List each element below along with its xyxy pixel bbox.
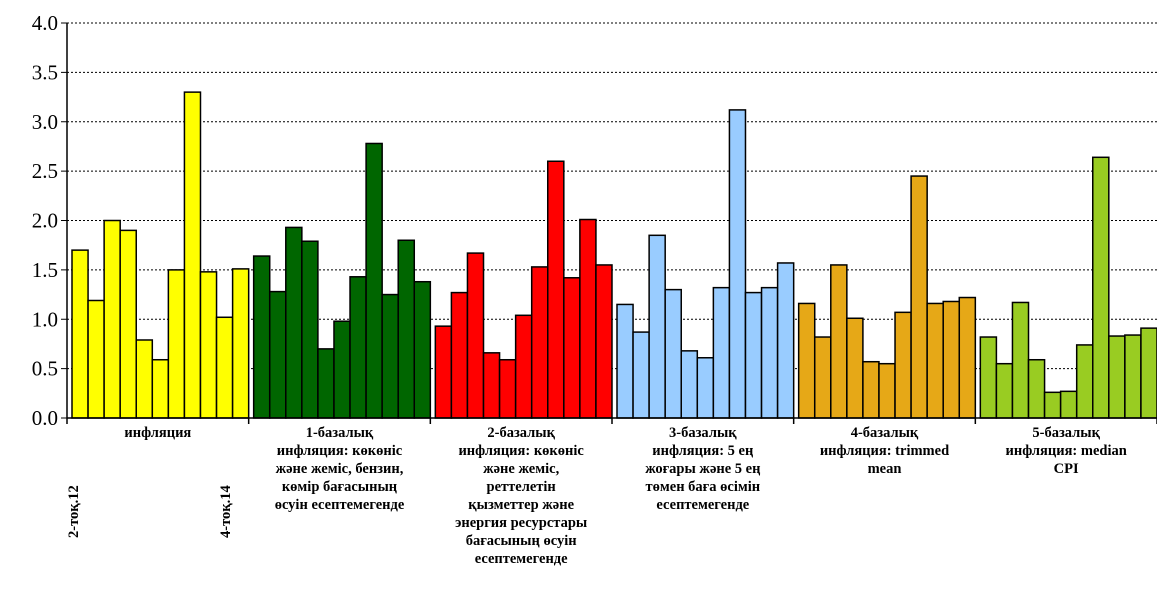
bar — [797, 302, 816, 419]
bar — [381, 293, 399, 419]
bar — [648, 234, 666, 419]
bar — [215, 316, 234, 419]
bar — [1043, 391, 1062, 419]
group-label: 4-базалық инфляция: trimmed mean — [819, 425, 950, 477]
bar — [1075, 344, 1094, 419]
bar — [632, 331, 650, 419]
bar — [712, 286, 731, 419]
bar — [317, 348, 335, 419]
y-tick-label: 2.0 — [32, 209, 58, 233]
y-tick-label: 1.0 — [32, 307, 58, 331]
bar — [183, 91, 202, 419]
bar — [119, 229, 137, 419]
bar — [910, 175, 928, 419]
bar — [466, 252, 485, 419]
bar — [595, 264, 613, 419]
bar — [862, 360, 880, 419]
bar — [151, 358, 170, 419]
bar — [1092, 156, 1110, 419]
group-label: 1-базалық инфляция: көкөніс және жеміс, … — [274, 425, 405, 513]
bar — [413, 280, 432, 419]
bar — [616, 303, 634, 419]
bar — [498, 358, 517, 419]
bar — [579, 218, 597, 419]
bar — [365, 142, 383, 419]
y-tick-label: 2.5 — [32, 159, 58, 183]
y-tick-label: 0.5 — [32, 357, 58, 381]
bar — [167, 269, 186, 419]
bar — [1059, 390, 1078, 419]
y-tick-label: 1.5 — [32, 258, 58, 282]
bar — [878, 362, 896, 419]
bar — [547, 160, 565, 419]
bar — [199, 271, 218, 419]
bar — [926, 302, 944, 419]
bar — [103, 219, 121, 419]
bar — [664, 288, 682, 419]
bar — [231, 268, 250, 419]
bar — [680, 350, 699, 419]
group-label: инфляция — [124, 425, 192, 441]
bar — [958, 296, 977, 419]
bar — [1011, 301, 1030, 419]
bar — [285, 226, 303, 419]
bar — [514, 314, 533, 419]
bar — [71, 249, 89, 419]
bar — [434, 325, 453, 419]
group-label: 2-базалық инфляция: көкөніс және жеміс, … — [455, 425, 588, 567]
rotated-date-label: 4-тоқ.14 — [218, 485, 234, 538]
bar — [830, 264, 848, 419]
bar — [776, 262, 795, 419]
y-tick-label: 4.0 — [32, 11, 58, 35]
bar — [979, 336, 998, 419]
bar — [744, 291, 763, 419]
bar — [813, 336, 832, 419]
bar — [1108, 335, 1126, 419]
bar — [846, 317, 864, 419]
bar — [450, 291, 469, 419]
bar — [1027, 358, 1046, 419]
group-label: 5-базалық инфляция: median CPI — [1005, 425, 1127, 477]
bar — [268, 290, 287, 419]
bar — [87, 299, 105, 419]
y-tick-label: 3.5 — [32, 60, 58, 84]
bar — [397, 239, 416, 419]
bar — [696, 357, 715, 419]
bar — [995, 362, 1014, 419]
bar — [530, 266, 549, 419]
bar — [942, 300, 961, 419]
bar — [349, 276, 367, 419]
y-tick-label: 3.0 — [32, 110, 58, 134]
bar — [1140, 327, 1157, 419]
bar — [760, 286, 779, 419]
y-tick-label: 0.0 — [32, 406, 58, 430]
bar — [333, 320, 351, 419]
bar — [252, 255, 271, 419]
bar — [728, 109, 747, 419]
group-label: 3-базалық инфляция: 5 ең жоғары және 5 е… — [645, 425, 761, 513]
bar — [894, 311, 912, 419]
bar — [1124, 334, 1142, 419]
bar — [135, 339, 154, 419]
rotated-date-label: 2-тоқ.12 — [66, 485, 82, 538]
bar — [482, 352, 501, 419]
bar — [301, 240, 319, 419]
bar — [563, 277, 581, 419]
